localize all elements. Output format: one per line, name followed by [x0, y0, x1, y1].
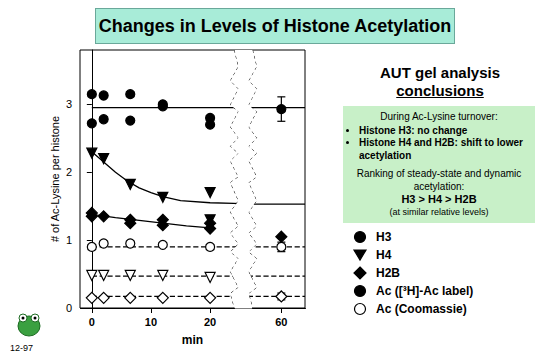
svg-text:2: 2: [66, 166, 72, 178]
html-text:H4: H4: [376, 248, 392, 262]
svg-text:0: 0: [66, 302, 72, 314]
svg-text:# of Ac-Lysine per histone: # of Ac-Lysine per histone: [49, 116, 61, 242]
svg-text:60: 60: [275, 316, 287, 328]
svg-text:0: 0: [89, 316, 95, 328]
html-text:H2B: H2B: [376, 266, 400, 280]
html-text:12-97: 12-97: [10, 343, 33, 353]
html-text:conclusions: conclusions: [396, 82, 484, 99]
svg-text:20: 20: [204, 316, 216, 328]
html-text:H3 > H4 > H2B: H3 > H4 > H2B: [401, 193, 477, 205]
svg-text:10: 10: [145, 316, 157, 328]
html-text:Changes in Levels of Histone A: Changes in Levels of Histone Acetylation: [98, 16, 452, 36]
svg-text:min: min: [182, 333, 203, 347]
svg-text:1: 1: [66, 234, 72, 246]
html-text:H3: H3: [376, 230, 392, 244]
html-text:Histone H3: no change: Histone H3: no change: [359, 124, 468, 136]
html-text:During Ac-Lysine turnover:: During Ac-Lysine turnover:: [380, 111, 498, 122]
svg-text:3: 3: [66, 98, 72, 110]
html-text:AUT gel analysis: AUT gel analysis: [380, 64, 500, 81]
html-text:Ac ([³H]-Ac label): Ac ([³H]-Ac label): [376, 284, 474, 298]
html-text:Ranking of steady-state and dy: Ranking of steady-state and dynamic acet…: [356, 168, 522, 192]
html-text:(at similar relative levels): (at similar relative levels): [389, 206, 489, 217]
html-text:Histone H4 and H2B: shift to l: Histone H4 and H2B: shift to lower acety…: [359, 137, 523, 161]
html-text:Ac (Coomassie): Ac (Coomassie): [376, 302, 467, 316]
